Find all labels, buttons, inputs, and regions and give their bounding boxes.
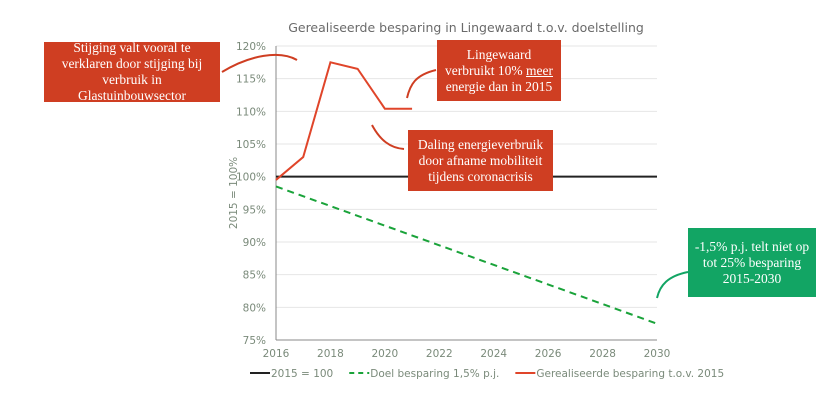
x-tick-label: 2024 <box>480 348 507 360</box>
annotation-corona: Daling energieverbruik door afname mobil… <box>408 130 553 191</box>
annotation-text: energie dan in 2015 <box>445 78 553 94</box>
legend-label-2: Gerealiseerde besparing t.o.v. 2015 <box>536 368 724 380</box>
x-tick-label: 2018 <box>317 348 344 360</box>
x-tick-label: 2028 <box>589 348 616 360</box>
y-tick-label: 90% <box>243 237 266 249</box>
y-tick-label: 80% <box>243 302 266 314</box>
y-tick-label: 100% <box>236 172 266 184</box>
arrow-a1 <box>221 53 298 73</box>
annotation-glastuinbouw: Stijging valt vooral te verklaren door s… <box>44 40 220 103</box>
y-tick-label: 75% <box>243 335 266 347</box>
series-line-1 <box>275 185 658 325</box>
x-tick-label: 2030 <box>644 348 671 360</box>
legend-label-0: 2015 = 100 <box>271 368 333 380</box>
y-tick-label: 115% <box>236 74 266 86</box>
annotation-doel: -1,5% p.j. telt niet op tot 25% besparin… <box>688 228 816 297</box>
annotation-underlined: meer <box>526 62 553 78</box>
series-line-2 <box>275 61 413 181</box>
x-tick-label: 2020 <box>371 348 398 360</box>
arrow-a4 <box>656 271 689 299</box>
annotation-text: Lingewaard verbruikt 10% <box>445 46 532 78</box>
y-tick-label: 105% <box>236 139 266 151</box>
y-tick-label: 110% <box>236 106 266 118</box>
arrow-a2 <box>406 69 437 99</box>
legend-label-1: Doel besparing 1,5% p.j. <box>370 368 499 380</box>
arrow-a3 <box>371 124 405 150</box>
x-tick-label: 2016 <box>263 348 290 360</box>
annotation-meer-energie: Lingewaard verbruikt 10% meer energie da… <box>437 40 561 101</box>
chart-title: Gerealiseerde besparing in Lingewaard t.… <box>288 20 644 35</box>
y-tick-label: 120% <box>236 41 266 53</box>
y-tick-label: 95% <box>243 204 266 216</box>
x-tick-label: 2026 <box>535 348 562 360</box>
y-axis-label: 2015 = 100% <box>228 157 240 229</box>
y-tick-label: 85% <box>243 270 266 282</box>
x-tick-label: 2022 <box>426 348 453 360</box>
